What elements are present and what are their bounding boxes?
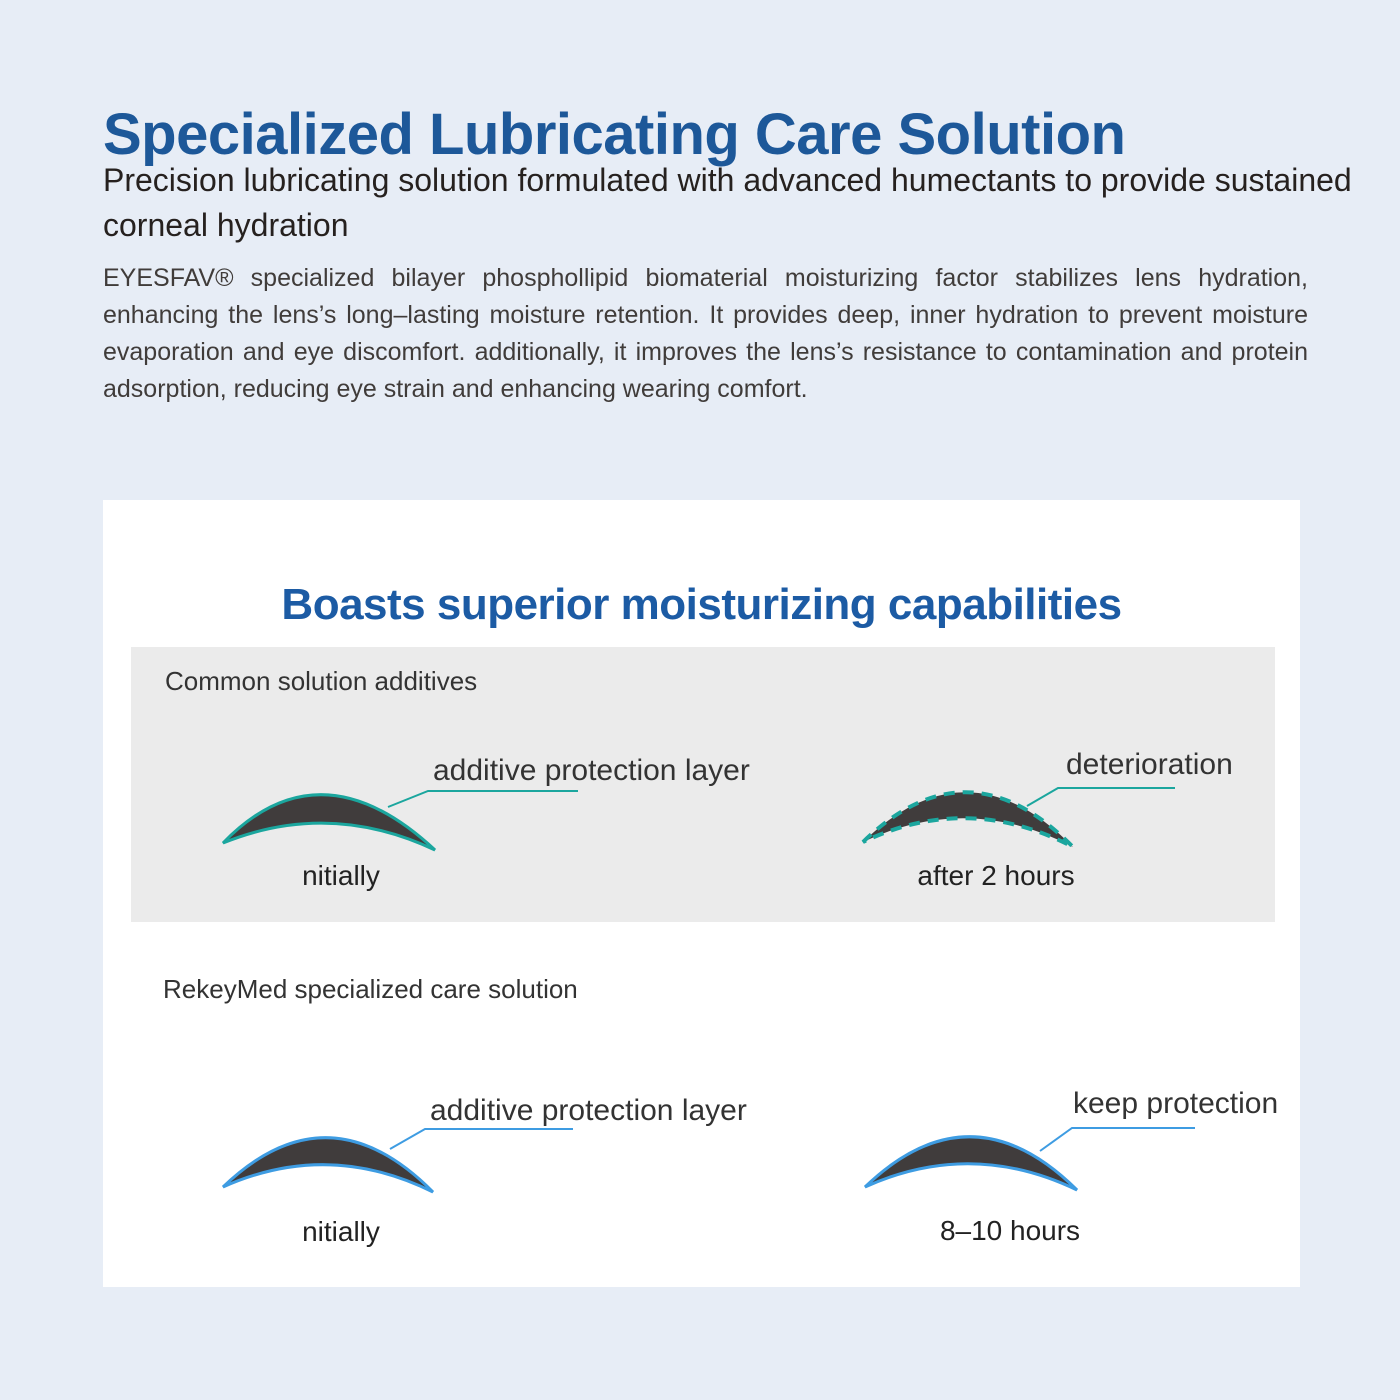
common-additives-box: [131, 647, 1275, 922]
page-description: EYESFAV® specialized bilayer phosphollip…: [103, 264, 1308, 403]
rekeymed-solution-label: RekeyMed specialized care solution: [163, 974, 578, 1004]
page-title: Specialized Lubricating Care Solution: [103, 101, 1126, 167]
caption-8-10-hours: 8–10 hours: [939, 1215, 1081, 1246]
annotation-deterioration: deterioration: [1066, 748, 1233, 781]
caption-initially-rekeymed: nitially: [302, 1216, 380, 1247]
page-subtitle: Precision lubricating solution formulate…: [103, 162, 1352, 243]
annotation-keep-protection: keep protection: [1073, 1087, 1279, 1120]
common-additives-label: Common solution additives: [165, 666, 478, 696]
caption-initially-common: nitially: [302, 860, 380, 891]
caption-after-2-hours: after 2 hours: [917, 860, 1075, 891]
annotation-additive-layer-common: additive protection layer: [433, 754, 750, 787]
panel-heading: Boasts superior moisturizing capabilitie…: [281, 579, 1122, 629]
annotation-additive-layer-rekeymed: additive protection layer: [430, 1094, 747, 1127]
